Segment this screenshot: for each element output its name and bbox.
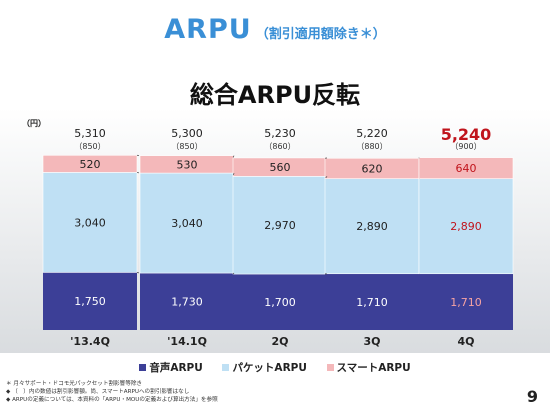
legend-voice-swatch [139,363,147,371]
bar-packet-3 [324,178,420,275]
connector-0-0 [136,272,141,274]
category-label-2: 2Q [271,335,288,348]
bar-label-voice-0: 1,750 [74,295,106,308]
legend-smart-label: スマートARPU [336,362,411,374]
bar-label-smart-2: 560 [270,161,291,174]
connector-2-1 [232,155,235,159]
discount-label-3: （880） [356,142,387,151]
footnote-2: ◆ （ ）内の数値は割引影響額。尚、スマートARPUへの割引影響はなし [6,389,190,395]
page-number: 9 [526,387,538,406]
total-label-0: 5,310 [74,127,106,140]
legend-packet-label: パケットARPU [232,362,307,374]
bar-label-smart-0: 520 [80,158,101,171]
footnote-3: ◆ ARPUの定義については、本資料の「ARPU・MOUの定義および算出方法」を… [6,397,218,403]
legend-voice-label: 音声ARPU [149,362,203,374]
bar-label-packet-3: 2,890 [356,220,388,233]
connector-1-0 [136,172,141,174]
title-subtitle: （割引適用額除き＊） [255,27,386,42]
y-unit-label: （円） [22,118,46,128]
bar-label-packet-4: 2,890 [450,220,482,233]
connector-0-1 [232,272,235,275]
headline: 総合ARPU反転 [189,81,361,109]
footnote-1: ＊ 月々サポート・ドコモ光パックセット割影響等除き [6,381,143,387]
legend-voice: 音声ARPU [139,362,203,374]
total-label-1: 5,300 [171,127,203,140]
discount-label-4: （900） [450,142,481,151]
connector-1-2 [324,176,328,179]
slide-title: ARPU （割引適用額除き＊） [0,14,550,45]
bar-label-packet-1: 3,040 [171,217,203,230]
bar-voice-0 [43,272,137,330]
bar-label-smart-4: 640 [456,162,477,175]
bar-voice-3 [325,273,419,330]
bar-packet-1 [139,172,235,274]
discount-label-1: （850） [171,142,202,151]
bar-label-smart-3: 620 [362,162,383,175]
bar-label-smart-1: 530 [177,158,198,171]
bar-smart-4 [418,157,514,179]
bar-voice-4 [419,273,513,330]
category-label-1: '14.1Q [167,335,207,348]
category-label-3: 3Q [363,335,380,348]
bar-voice-2 [233,274,327,330]
connector-1-1 [232,172,235,177]
total-label-4: 5,240 [441,125,492,144]
bar-label-packet-2: 2,970 [264,219,296,232]
bar-label-voice-3: 1,710 [356,296,388,309]
total-label-2: 5,230 [264,127,296,140]
bar-label-voice-2: 1,700 [264,296,296,309]
bar-label-voice-4: 1,710 [450,296,482,309]
category-label-0: '13.4Q [70,335,110,348]
legend-smart-swatch [326,363,334,371]
legend-packet: パケットARPU [222,362,307,374]
legend-packet-swatch [222,363,230,371]
footnotes: ＊ 月々サポート・ドコモ光パックセット割影響等除き ◆ （ ）内の数値は割引影響… [6,380,218,404]
bar-packet-4 [418,178,514,275]
bar-label-voice-1: 1,730 [171,296,203,309]
legend-smart: スマートARPU [326,362,411,374]
title-main: ARPU [164,14,252,45]
discount-label-0: （850） [74,142,105,151]
bar-smart-0 [42,155,138,173]
bar-label-packet-0: 3,040 [74,216,106,229]
total-label-3: 5,220 [356,127,388,140]
category-label-4: 4Q [457,335,474,348]
bar-voice-1 [140,273,234,330]
legend: 音声ARPU パケットARPU スマートARPU [0,360,550,375]
discount-label-2: （860） [264,142,295,151]
